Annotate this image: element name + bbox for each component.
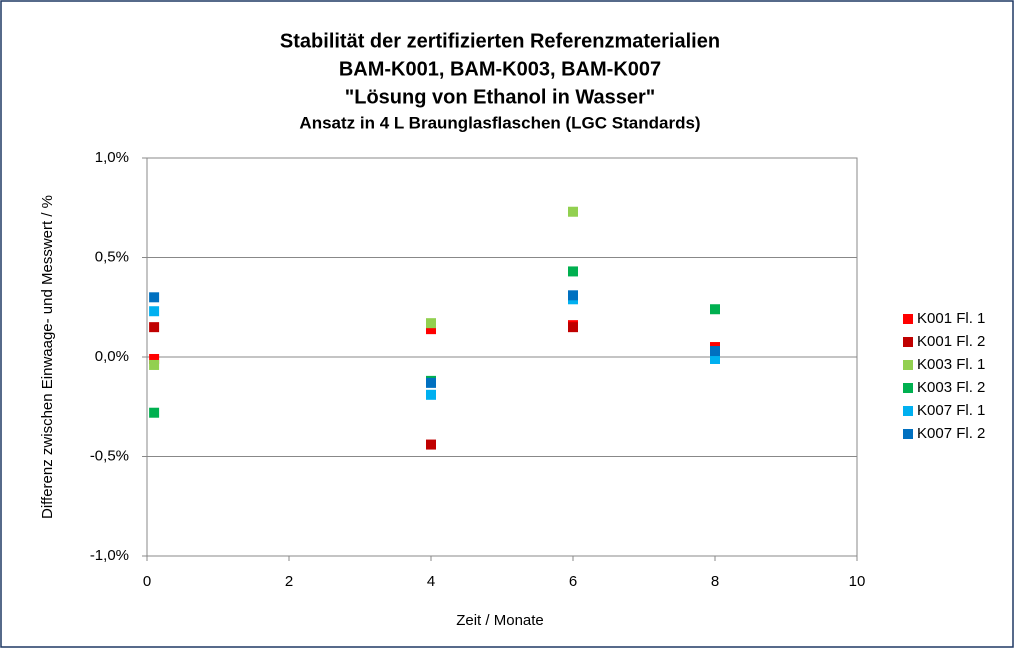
- legend-marker: [903, 314, 913, 324]
- data-point: [149, 292, 160, 303]
- data-point: [426, 324, 436, 335]
- legend-label: K007 Fl. 2: [917, 425, 985, 442]
- x-tick-label: 8: [711, 573, 719, 590]
- legend-marker: [903, 337, 913, 347]
- data-point: [710, 353, 720, 364]
- legend-label: K007 Fl. 1: [917, 402, 985, 419]
- y-axis-label: Differenz zwischen Einwaage- und Messwer…: [39, 195, 56, 519]
- data-point: [426, 439, 436, 450]
- data-point: [149, 322, 160, 333]
- data-point: [568, 290, 578, 301]
- x-tick-label: 6: [569, 573, 577, 590]
- legend-label: K001 Fl. 2: [917, 333, 985, 350]
- plot-area: [146, 157, 858, 557]
- legend-label: K003 Fl. 2: [917, 379, 985, 396]
- x-axis-label: Zeit / Monate: [456, 612, 544, 629]
- legend-marker: [903, 383, 913, 393]
- data-point: [710, 304, 720, 315]
- legend-marker: [903, 360, 913, 370]
- legend-label: K001 Fl. 1: [917, 310, 985, 327]
- data-point: [149, 306, 160, 317]
- y-tick-label: -1,0%: [90, 547, 129, 564]
- data-point: [426, 318, 436, 329]
- legend-label: K003 Fl. 1: [917, 356, 985, 373]
- data-point: [149, 353, 160, 364]
- data-point: [149, 359, 160, 370]
- y-tick-label: -0,5%: [90, 447, 129, 464]
- x-tick-label: 2: [285, 573, 293, 590]
- chart-title: Stabilität der zertifizierten Referenzma…: [280, 30, 720, 52]
- data-point: [426, 377, 436, 388]
- data-point: [568, 206, 578, 217]
- legend-marker: [903, 429, 913, 439]
- chart-subtitle: Ansatz in 4 L Braunglasflaschen (LGC Sta…: [299, 113, 700, 132]
- data-point: [149, 407, 160, 418]
- data-point: [710, 346, 720, 357]
- data-point: [568, 266, 578, 277]
- y-tick-label: 1,0%: [95, 149, 129, 166]
- y-tick-label: 0,5%: [95, 248, 129, 265]
- legend-marker: [903, 406, 913, 416]
- chart-title: "Lösung von Ethanol in Wasser": [345, 86, 655, 108]
- chart-title: BAM-K001, BAM-K003, BAM-K007: [339, 58, 661, 80]
- x-tick-label: 0: [143, 573, 151, 590]
- data-point: [426, 389, 436, 400]
- x-tick-label: 10: [849, 573, 866, 590]
- y-tick-label: 0,0%: [95, 348, 129, 365]
- x-tick-label: 4: [427, 573, 435, 590]
- data-point: [568, 322, 578, 333]
